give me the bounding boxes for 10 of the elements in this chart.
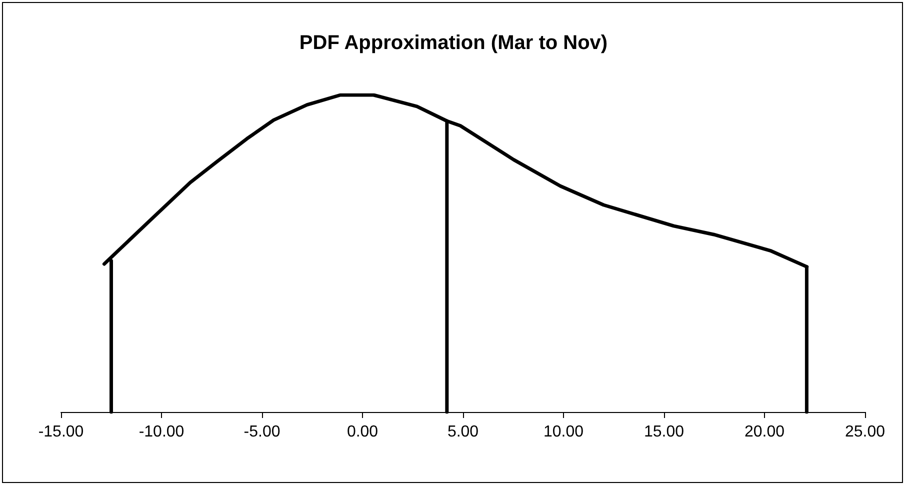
x-tick-label: 20.00 (744, 424, 785, 440)
x-tick-label: 10.00 (543, 424, 584, 440)
chart-title: PDF Approximation (Mar to Nov) (299, 32, 608, 54)
x-tick-label: 15.00 (644, 424, 684, 440)
x-tick-label: 25.00 (844, 424, 886, 440)
x-tick-label: 5.00 (447, 424, 479, 440)
x-tick-label: -15.00 (38, 424, 84, 440)
x-tick-label: -10.00 (138, 424, 184, 440)
x-tick-label: 0.00 (346, 424, 378, 440)
x-tick-label: -5.00 (244, 424, 280, 440)
